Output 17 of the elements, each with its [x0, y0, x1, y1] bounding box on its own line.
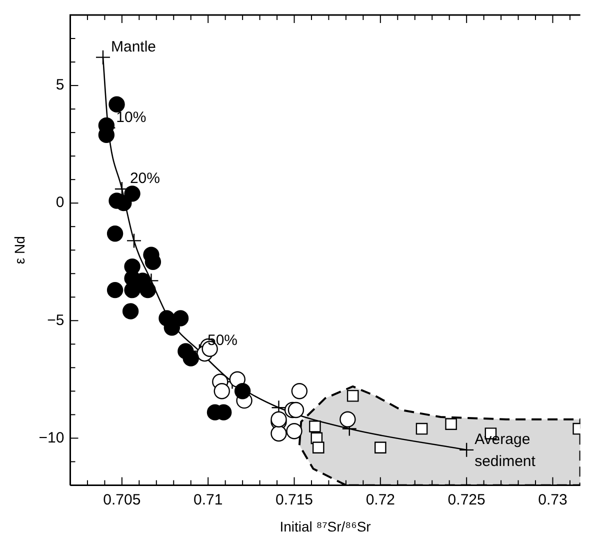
annotation: Mantle — [110, 38, 156, 56]
annotation: 20% — [130, 170, 160, 187]
x-tick-label: 0.72 — [366, 491, 396, 508]
annotation: Average sediment — [474, 430, 536, 470]
x-tick-label: 0.725 — [448, 491, 486, 508]
x-tick-label: 0.705 — [103, 491, 141, 508]
x-axis-title: Initial ⁸⁷Sr/⁸⁶Sr — [280, 518, 372, 534]
x-tick-label: 0.715 — [275, 491, 314, 508]
annotation: 50% — [207, 332, 238, 350]
y-tick-label: 5 — [56, 76, 64, 94]
y-tick-label: −5 — [47, 312, 64, 329]
x-tick-label: 0.73 — [538, 491, 568, 508]
x-tick-label: 0.71 — [193, 491, 223, 508]
y-tick-label: −10 — [38, 429, 64, 446]
annotation: 10% — [116, 108, 146, 126]
y-axis-title: ε Nd — [11, 236, 28, 264]
y-tick-label: 0 — [56, 194, 64, 212]
